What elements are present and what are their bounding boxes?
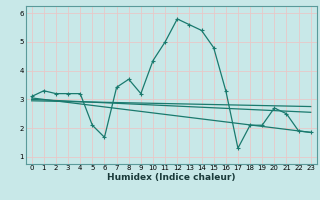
X-axis label: Humidex (Indice chaleur): Humidex (Indice chaleur) bbox=[107, 173, 236, 182]
